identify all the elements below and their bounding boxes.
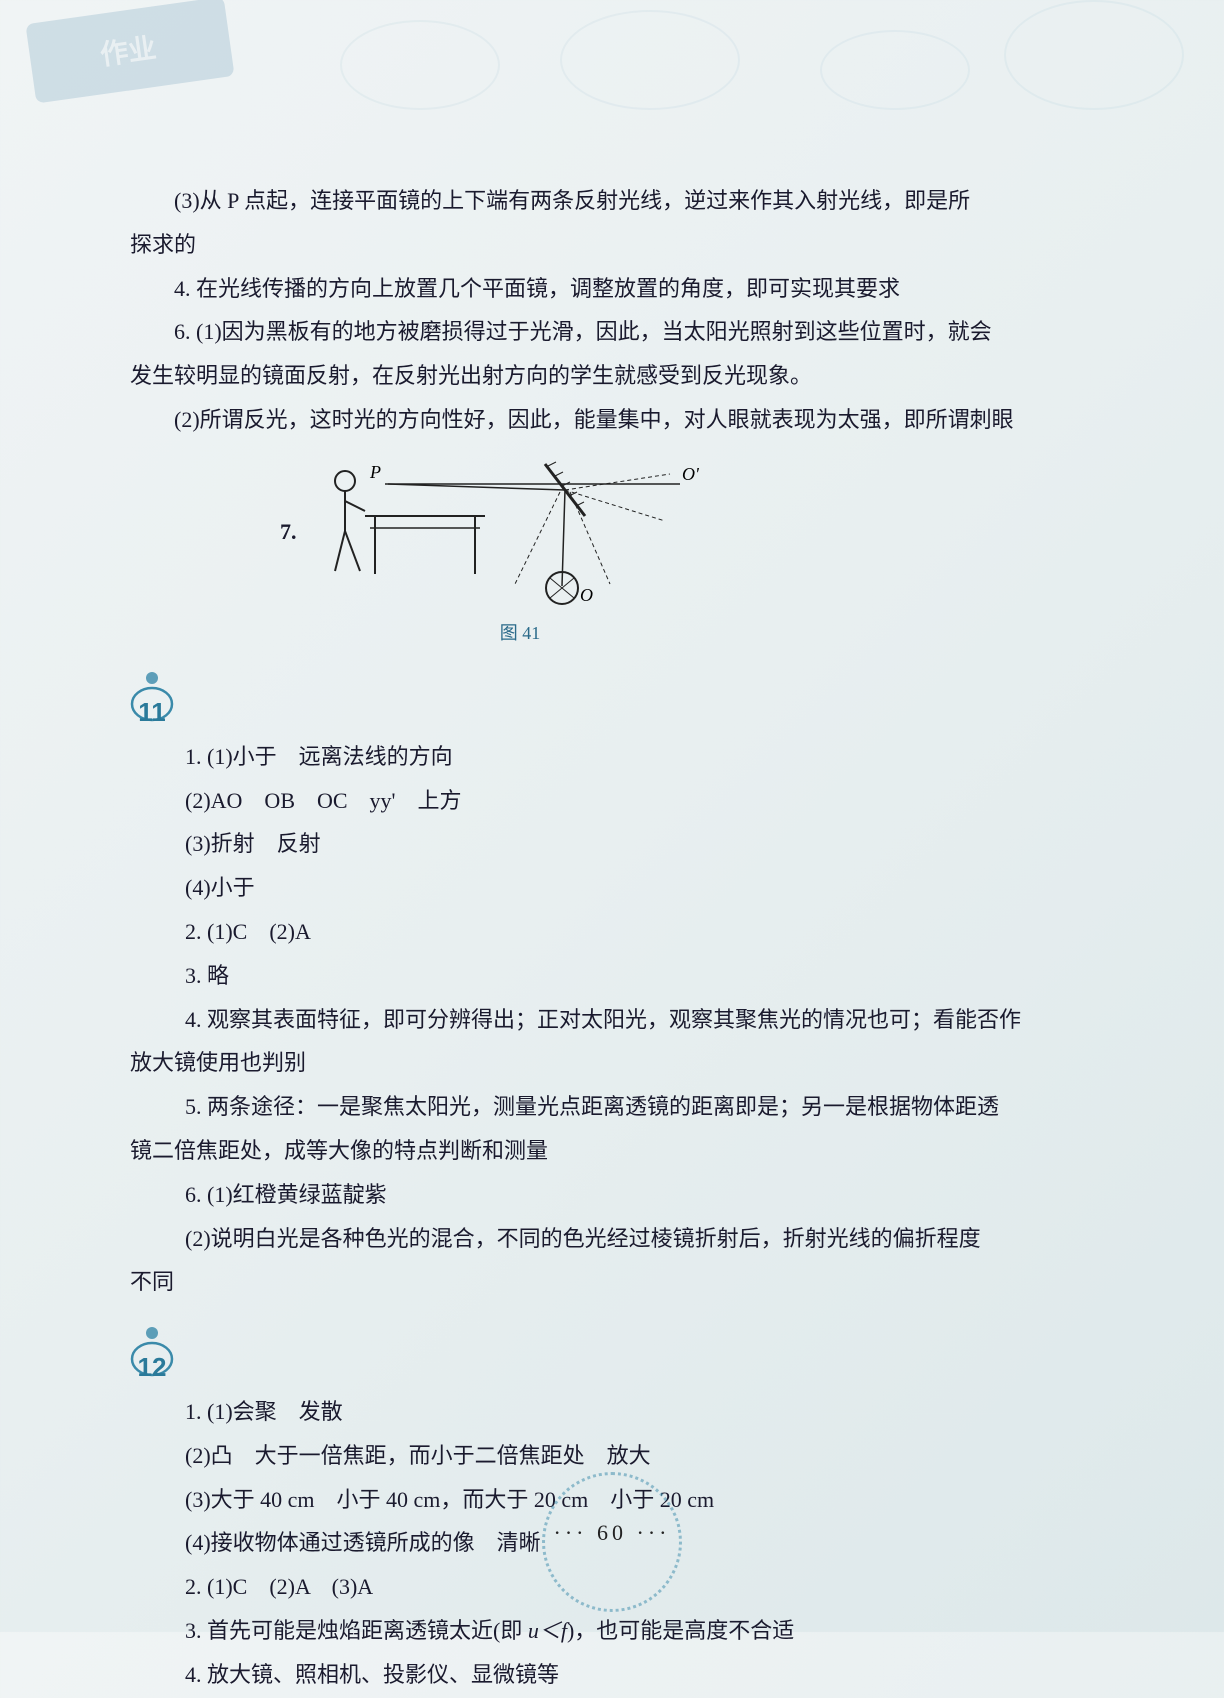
answer-6-1-line2: 发生较明显的镜面反射，在反射光出射方向的学生就感受到反光现象。 (130, 355, 1110, 397)
s11-a5-line2: 镜二倍焦距处，成等大像的特点判断和测量 (130, 1130, 1110, 1172)
corner-badge-text: 作业 (97, 26, 158, 73)
cloud-decoration (1004, 0, 1184, 110)
label-o: O (580, 585, 593, 605)
section-number: 11 (138, 688, 166, 737)
section-badge-11: 11 (130, 670, 174, 722)
s12-a1-2: (2)凸 大于一倍焦距，而小于二倍焦距处 放大 (185, 1435, 1110, 1477)
cloud-decoration (820, 30, 970, 110)
s11-a6-2-line1: (2)说明白光是各种色光的混合，不同的色光经过棱镜折射后，折射光线的偏折程度 (185, 1218, 1110, 1260)
answer-6-2: (2)所谓反光，这时光的方向性好，因此，能量集中，对人眼就表现为太强，即所谓刺眼 (130, 399, 1110, 441)
s11-a3: 3. 略 (185, 955, 1110, 997)
cloud-decoration (560, 10, 740, 110)
answer-6-1-line1: 6. (1)因为黑板有的地方被磨损得过于光滑，因此，当太阳光照射到这些位置时，就… (130, 311, 1110, 353)
s12-a3-prefix: 3. 首先可能是烛焰距离透镜太近(即 (185, 1618, 528, 1643)
optics-diagram-icon: P O' O (310, 456, 730, 606)
s12-a3: 3. 首先可能是烛焰距离透镜太近(即 u＜f)，也可能是高度不合适 (185, 1610, 1110, 1652)
s11-a1-2: (2)AO OB OC yy' 上方 (185, 780, 1110, 822)
section-badge-12: 12 (130, 1325, 174, 1377)
figure-7: 7. P (310, 456, 730, 606)
section-number: 12 (138, 1343, 167, 1392)
s11-a5-line1: 5. 两条途径：一是聚焦太阳光，测量光点距离透镜的距离即是；另一是根据物体距透 (185, 1086, 1110, 1128)
figure-number: 7. (280, 511, 297, 553)
s11-a4-line2: 放大镜使用也判别 (130, 1042, 1110, 1084)
cloud-decoration (340, 20, 500, 110)
answer-4: 4. 在光线传播的方向上放置几个平面镜，调整放置的角度，即可实现其要求 (130, 268, 1110, 310)
s12-a1-1: 1. (1)会聚 发散 (185, 1391, 1110, 1433)
label-p: P (369, 462, 381, 482)
s11-a6-1: 6. (1)红橙黄绿蓝靛紫 (185, 1174, 1110, 1216)
answer-3-line2: 探求的 (130, 224, 1110, 266)
header-decoration: 作业 (0, 0, 1224, 140)
s11-a2: 2. (1)C (2)A (185, 911, 1110, 953)
page-number: ··· 60 ··· (512, 1520, 712, 1546)
s11-a6-2-line2: 不同 (130, 1261, 1110, 1303)
s12-a3-formula: u＜f (528, 1618, 567, 1643)
s12-a4: 4. 放大镜、照相机、投影仪、显微镜等 (185, 1654, 1110, 1696)
page-footer: ··· 60 ··· (512, 1502, 712, 1582)
s11-a1-3: (3)折射 反射 (185, 823, 1110, 865)
s12-a3-suffix: )，也可能是高度不合适 (567, 1618, 794, 1643)
s11-a1-4: (4)小于 (185, 867, 1110, 909)
figure-caption: 图 41 (310, 616, 730, 650)
answer-3-line1: (3)从 P 点起，连接平面镜的上下端有两条反射光线，逆过来作其入射光线，即是所 (130, 180, 1110, 222)
page-content: (3)从 P 点起，连接平面镜的上下端有两条反射光线，逆过来作其入射光线，即是所… (130, 180, 1110, 1698)
s11-a1-1: 1. (1)小于 远离法线的方向 (185, 736, 1110, 778)
s11-a4-line1: 4. 观察其表面特征，即可分辨得出；正对太阳光，观察其聚焦光的情况也可；看能否作 (185, 999, 1110, 1041)
label-o-prime: O' (682, 464, 700, 484)
